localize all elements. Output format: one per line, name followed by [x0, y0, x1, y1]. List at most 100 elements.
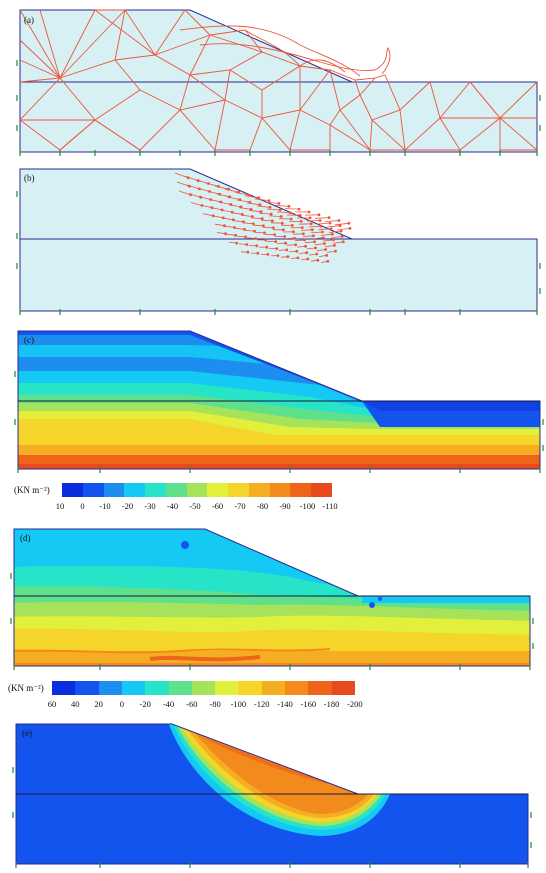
arrow-head [311, 234, 315, 238]
soil-domain [19, 168, 538, 312]
arrow-head [330, 232, 334, 236]
displacement-arrow [264, 201, 279, 204]
arrow-head [263, 231, 266, 235]
displacement-arrow [304, 241, 315, 244]
colorbar-swatch [269, 483, 291, 497]
displacement-arrow [236, 235, 246, 238]
displacement-arrow [326, 250, 336, 253]
arrow-head [337, 219, 341, 222]
arrow-head [347, 221, 351, 225]
displacement-arrow [234, 227, 245, 230]
displacement-arrow [236, 199, 250, 203]
arrow-head [319, 224, 323, 228]
panel-d-stress-contour: (d) [0, 523, 546, 673]
displacement-arrow [312, 237, 324, 240]
arrow-head [329, 227, 333, 230]
displacement-arrow [216, 232, 226, 235]
arrow-head [328, 221, 332, 225]
displacement-arrow [310, 231, 323, 234]
arrow-head [261, 224, 265, 228]
colorbar-swatch [308, 681, 333, 695]
displacement-arrow [316, 249, 326, 252]
arrow-head [313, 240, 316, 244]
arrow-head [317, 213, 321, 217]
arrow-head [309, 222, 313, 226]
displacement-arrow [210, 207, 223, 211]
arrow-head [321, 236, 325, 240]
displacement-arrow [256, 205, 271, 208]
arrow-head [267, 199, 271, 202]
arrow-head [244, 235, 248, 239]
panel-a-deformed-mesh: (a) [0, 0, 546, 160]
arrow-head [304, 244, 308, 248]
colorbar-swatch [248, 483, 271, 497]
arrow-head [327, 216, 331, 219]
displacement-arrow [198, 196, 211, 200]
displacement-arrow [214, 185, 229, 190]
arrow-head [247, 193, 251, 197]
arrow-head [268, 205, 272, 209]
support-markers [16, 191, 541, 315]
displacement-arrow [284, 208, 300, 210]
colorbar-tick-label: -60 [186, 699, 198, 709]
arrow-head [293, 236, 296, 240]
arrow-head [298, 213, 302, 217]
arrow-head [234, 233, 238, 237]
colorbar-tick-label: 0 [80, 501, 85, 511]
displacement-arrow [324, 220, 340, 222]
arrow-head [224, 232, 228, 236]
arrow-head [331, 238, 335, 242]
colorbar-swatch [124, 483, 146, 497]
displacement-arrow [246, 202, 261, 206]
arrow-head [260, 217, 264, 221]
arrow-head [258, 203, 262, 207]
colorbar-unit: (KN m⁻²) [8, 683, 44, 693]
support-markers [12, 767, 532, 868]
displacement-arrow [228, 204, 242, 208]
displacement-arrow [244, 195, 259, 199]
displacement-arrow [216, 193, 230, 198]
arrow-head [284, 241, 288, 245]
displacement-arrow [188, 193, 201, 198]
displacement-arrow [234, 192, 249, 196]
arrow-head [249, 207, 253, 211]
displacement-arrow [328, 230, 342, 233]
arrow-head [325, 254, 329, 257]
displacement-arrow [250, 217, 263, 220]
panel-label: (e) [22, 728, 32, 738]
displacement-arrow [240, 214, 253, 217]
displacement-arrow [332, 241, 344, 244]
colorbar-d: (KN m⁻²) 60 40 20 0 -20 -40 -60 -80 -100 -120 -140… [0, 681, 546, 721]
colorbar-swatch [215, 681, 239, 695]
displacement-arrow [322, 239, 334, 242]
colorbar-tick-label: -110 [322, 501, 338, 511]
displacement-arrow [320, 233, 333, 236]
arrow-head [288, 211, 292, 214]
colorbar-swatch [186, 483, 208, 497]
arrow-head [248, 200, 252, 204]
arrow-head [275, 247, 279, 250]
arrow-head [318, 219, 322, 222]
arrow-head [303, 238, 306, 242]
displacement-arrow [330, 236, 343, 239]
colorbar-swatch [311, 483, 333, 497]
arrow-head [286, 255, 290, 259]
support-markers [16, 60, 541, 156]
panel-b-displacement-vectors: (b) [0, 163, 546, 318]
colorbar-tick-label: 40 [71, 699, 80, 709]
arrow-head [334, 249, 337, 253]
arrow-head [257, 196, 261, 200]
arrow-head [253, 229, 256, 233]
colorbar-tick-label: -120 [253, 699, 270, 709]
colorbar-tick-label: -100 [299, 501, 316, 511]
arrow-head [305, 251, 309, 255]
colorbar-swatch [75, 681, 100, 695]
colorbar-swatch [52, 681, 76, 695]
arrow-head [295, 249, 299, 253]
arrow-head [301, 232, 305, 236]
colorbar-tick-label: -200 [347, 699, 363, 709]
colorbar-tick-label: -80 [256, 501, 269, 511]
colorbar-tick-label: -160 [300, 699, 317, 709]
arrow-head [306, 257, 310, 261]
arrow-head [283, 235, 287, 238]
